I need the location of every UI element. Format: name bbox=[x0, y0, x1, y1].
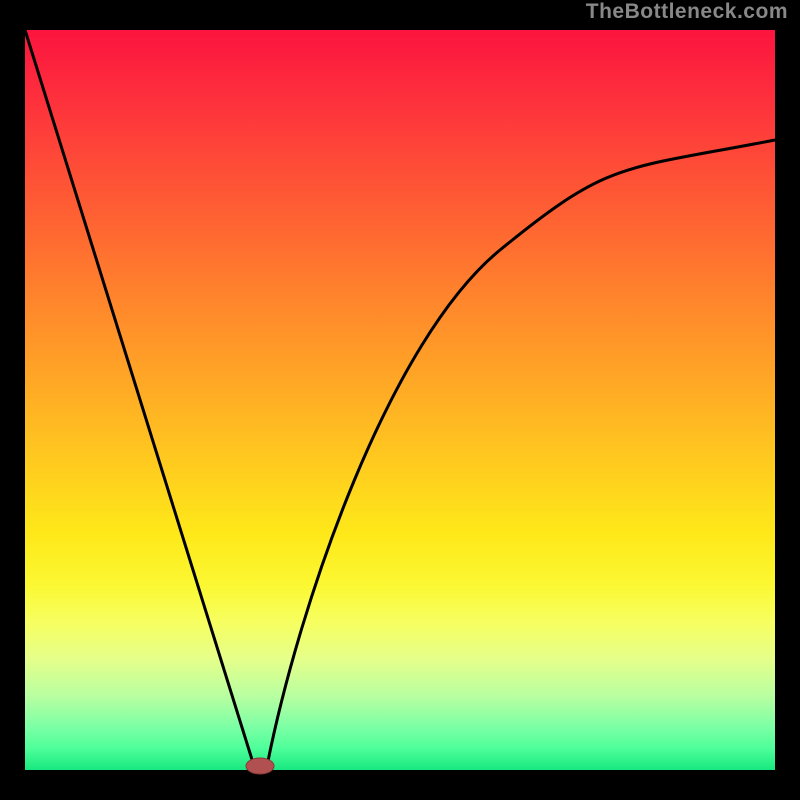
plot-background bbox=[25, 30, 775, 770]
chart-container: TheBottleneck.com bbox=[0, 0, 800, 800]
optimum-marker bbox=[246, 758, 274, 774]
bottleneck-chart bbox=[0, 0, 800, 800]
watermark-label: TheBottleneck.com bbox=[586, 0, 788, 24]
